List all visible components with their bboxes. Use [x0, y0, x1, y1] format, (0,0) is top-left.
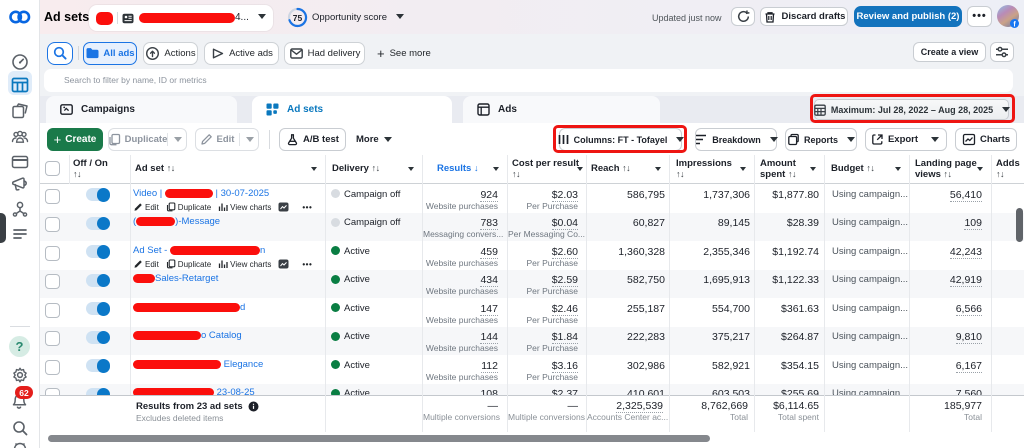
svg-text:f: f	[1013, 21, 1016, 28]
svg-text:75: 75	[293, 13, 303, 23]
